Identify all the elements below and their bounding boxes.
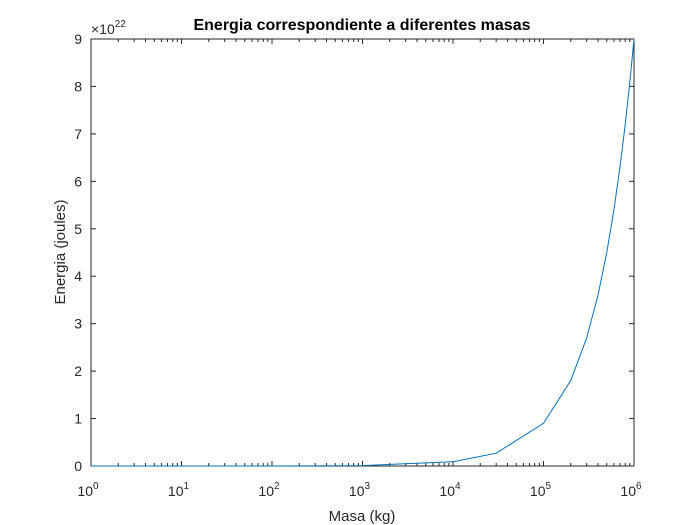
y-tick-label: 3 (74, 316, 82, 332)
x-tick-base: 10 (620, 483, 636, 499)
y-tick-label: 8 (74, 78, 82, 94)
y-tick-label: 5 (74, 221, 82, 237)
series-layer (91, 38, 635, 467)
x-tick-exponent: 5 (546, 481, 552, 492)
y-tick-label: 0 (74, 458, 82, 474)
plot-area (90, 38, 635, 467)
x-tick-base: 10 (168, 483, 184, 499)
y-multiplier-exponent: 22 (115, 19, 127, 30)
energy-series-line (91, 38, 635, 467)
x-tick-label: 103 (349, 481, 371, 499)
x-tick-label: 106 (620, 481, 642, 499)
y-tick-label: 1 (74, 411, 82, 427)
x-tick-exponent: 6 (636, 481, 642, 492)
x-tick-exponent: 4 (455, 481, 461, 492)
y-axis-ticks: 0 1 2 3 4 5 6 7 8 9 (74, 31, 634, 474)
x-axis-label: Masa (kg) (329, 508, 396, 525)
x-tick-label: 104 (439, 481, 461, 499)
x-tick-exponent: 1 (184, 481, 190, 492)
y-tick-label: 7 (74, 126, 82, 142)
y-tick-label: 9 (74, 31, 82, 47)
x-tick-base: 10 (258, 483, 274, 499)
x-tick-exponent: 3 (365, 481, 371, 492)
x-tick-label: 102 (258, 481, 280, 499)
y-multiplier-label: ×1022 (91, 19, 126, 37)
y-axis-label: Energia (joules) (52, 199, 69, 304)
x-tick-base: 10 (349, 483, 365, 499)
x-tick-exponent: 2 (274, 481, 280, 492)
x-tick-exponent: 0 (93, 481, 99, 492)
y-tick-label: 2 (74, 363, 82, 379)
x-tick-base: 10 (77, 483, 93, 499)
y-tick-label: 4 (74, 268, 82, 284)
y-tick-label: 6 (74, 173, 82, 189)
x-tick-base: 10 (439, 483, 455, 499)
chart-title: Energia correspondiente a diferentes mas… (193, 17, 530, 34)
x-tick-label: 101 (168, 481, 190, 499)
x-tick-label: 100 (77, 481, 99, 499)
y-multiplier-prefix: ×10 (91, 21, 115, 37)
x-tick-label: 105 (530, 481, 552, 499)
x-tick-base: 10 (530, 483, 546, 499)
